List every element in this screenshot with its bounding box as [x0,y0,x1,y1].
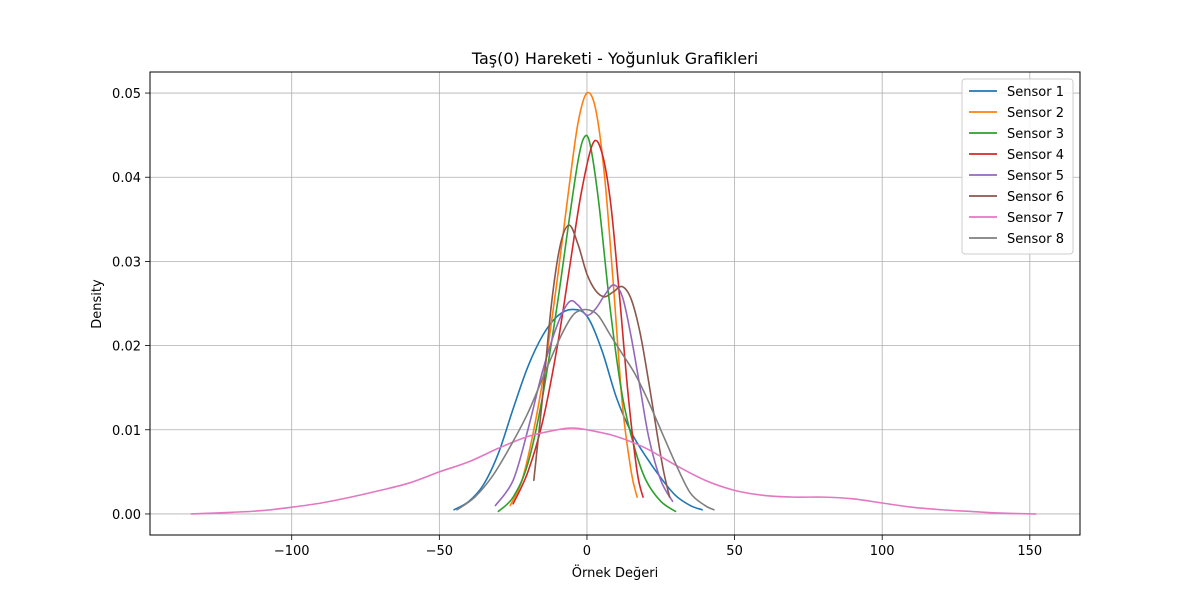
y-tick-label: 0.02 [112,340,141,355]
plot-frame [149,71,1081,536]
legend-entry-1: Sensor 1 [1007,85,1064,100]
y-axis-label: Density [90,279,105,329]
series-line-4 [512,139,644,505]
series-line-3 [497,134,677,513]
y-tick-label: 0.00 [112,508,141,523]
legend-box [961,78,1074,255]
x-axis-ticks: −100 −50 0 50 100 150 [274,535,1042,559]
legend-entry-8: Sensor 8 [1007,232,1064,247]
y-axis-ticks: 0.00 0.01 0.02 0.03 0.04 0.05 [112,87,150,523]
x-tick-label: 150 [1017,544,1042,559]
x-tick-label: 50 [726,544,743,559]
x-axis-label: Örnek Değeri [572,564,658,581]
x-tick-label: −100 [274,544,310,559]
x-tick-label: 0 [583,544,591,559]
series-line-8 [456,308,715,511]
y-tick-label: 0.03 [112,255,141,270]
legend-entry-3: Sensor 3 [1007,127,1064,142]
legend: Sensor 1 Sensor 2 Sensor 3 Sensor 4 Sensor 5… [961,78,1074,255]
legend-entry-6: Sensor 6 [1007,190,1064,205]
chart-title: Taş(0) Hareketi - Yoğunluk Grafikleri [471,49,758,68]
x-tick-label: −50 [426,544,453,559]
y-tick-label: 0.01 [112,424,141,439]
legend-entry-2: Sensor 2 [1007,106,1064,121]
y-tick-label: 0.05 [112,87,141,102]
series-line-2 [509,91,638,507]
legend-entry-4: Sensor 4 [1007,148,1064,163]
legend-entry-7: Sensor 7 [1007,211,1064,226]
series-line-6 [533,224,671,498]
series-line-7 [190,427,1037,515]
series-layer [190,91,1037,515]
legend-entry-5: Sensor 5 [1007,169,1064,184]
y-tick-label: 0.04 [112,171,141,186]
x-tick-label: 100 [870,544,895,559]
